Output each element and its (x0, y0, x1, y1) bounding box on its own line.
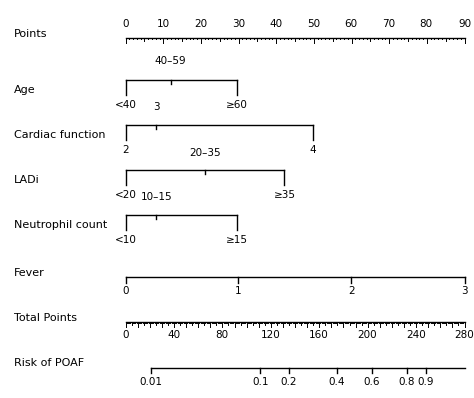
Text: 0: 0 (122, 19, 129, 29)
Text: 90: 90 (458, 19, 471, 29)
Text: 30: 30 (232, 19, 245, 29)
Text: 4: 4 (310, 145, 316, 155)
Text: 0.2: 0.2 (281, 377, 297, 387)
Text: 50: 50 (307, 19, 320, 29)
Text: Neutrophil count: Neutrophil count (14, 220, 108, 230)
Text: 40: 40 (167, 330, 181, 340)
Text: 0: 0 (122, 286, 129, 296)
Text: LADi: LADi (14, 175, 40, 185)
Text: 280: 280 (455, 330, 474, 340)
Text: <20: <20 (115, 190, 137, 200)
Text: 20: 20 (194, 19, 207, 29)
Text: <10: <10 (115, 235, 137, 245)
Text: 2: 2 (122, 145, 129, 155)
Text: 3: 3 (153, 102, 160, 112)
Text: 0.9: 0.9 (418, 377, 434, 387)
Text: 1: 1 (235, 286, 242, 296)
Text: <40: <40 (115, 100, 137, 109)
Text: Cardiac function: Cardiac function (14, 130, 106, 140)
Text: Risk of POAF: Risk of POAF (14, 358, 84, 368)
Text: 60: 60 (345, 19, 358, 29)
Text: Fever: Fever (14, 267, 45, 278)
Text: 200: 200 (357, 330, 377, 340)
Text: 10: 10 (156, 19, 170, 29)
Text: 20–35: 20–35 (189, 148, 220, 158)
Text: 0.1: 0.1 (252, 377, 268, 387)
Text: 240: 240 (406, 330, 426, 340)
Text: Total Points: Total Points (14, 313, 77, 324)
Text: 0.6: 0.6 (364, 377, 380, 387)
Text: 80: 80 (419, 19, 433, 29)
Text: 0.4: 0.4 (328, 377, 345, 387)
Text: 40: 40 (269, 19, 283, 29)
Text: 0.8: 0.8 (399, 377, 415, 387)
Text: ≥35: ≥35 (273, 190, 295, 200)
Text: 40–59: 40–59 (155, 56, 186, 66)
Text: Points: Points (14, 29, 48, 39)
Text: 2: 2 (348, 286, 355, 296)
Text: ≥60: ≥60 (226, 100, 248, 109)
Text: 10–15: 10–15 (141, 192, 172, 202)
Text: 120: 120 (261, 330, 281, 340)
Text: 80: 80 (216, 330, 229, 340)
Text: 160: 160 (309, 330, 329, 340)
Text: 70: 70 (382, 19, 395, 29)
Text: 3: 3 (461, 286, 468, 296)
Text: 0: 0 (122, 330, 129, 340)
Text: ≥15: ≥15 (226, 235, 248, 245)
Text: 0.01: 0.01 (139, 377, 162, 387)
Text: Age: Age (14, 84, 36, 95)
